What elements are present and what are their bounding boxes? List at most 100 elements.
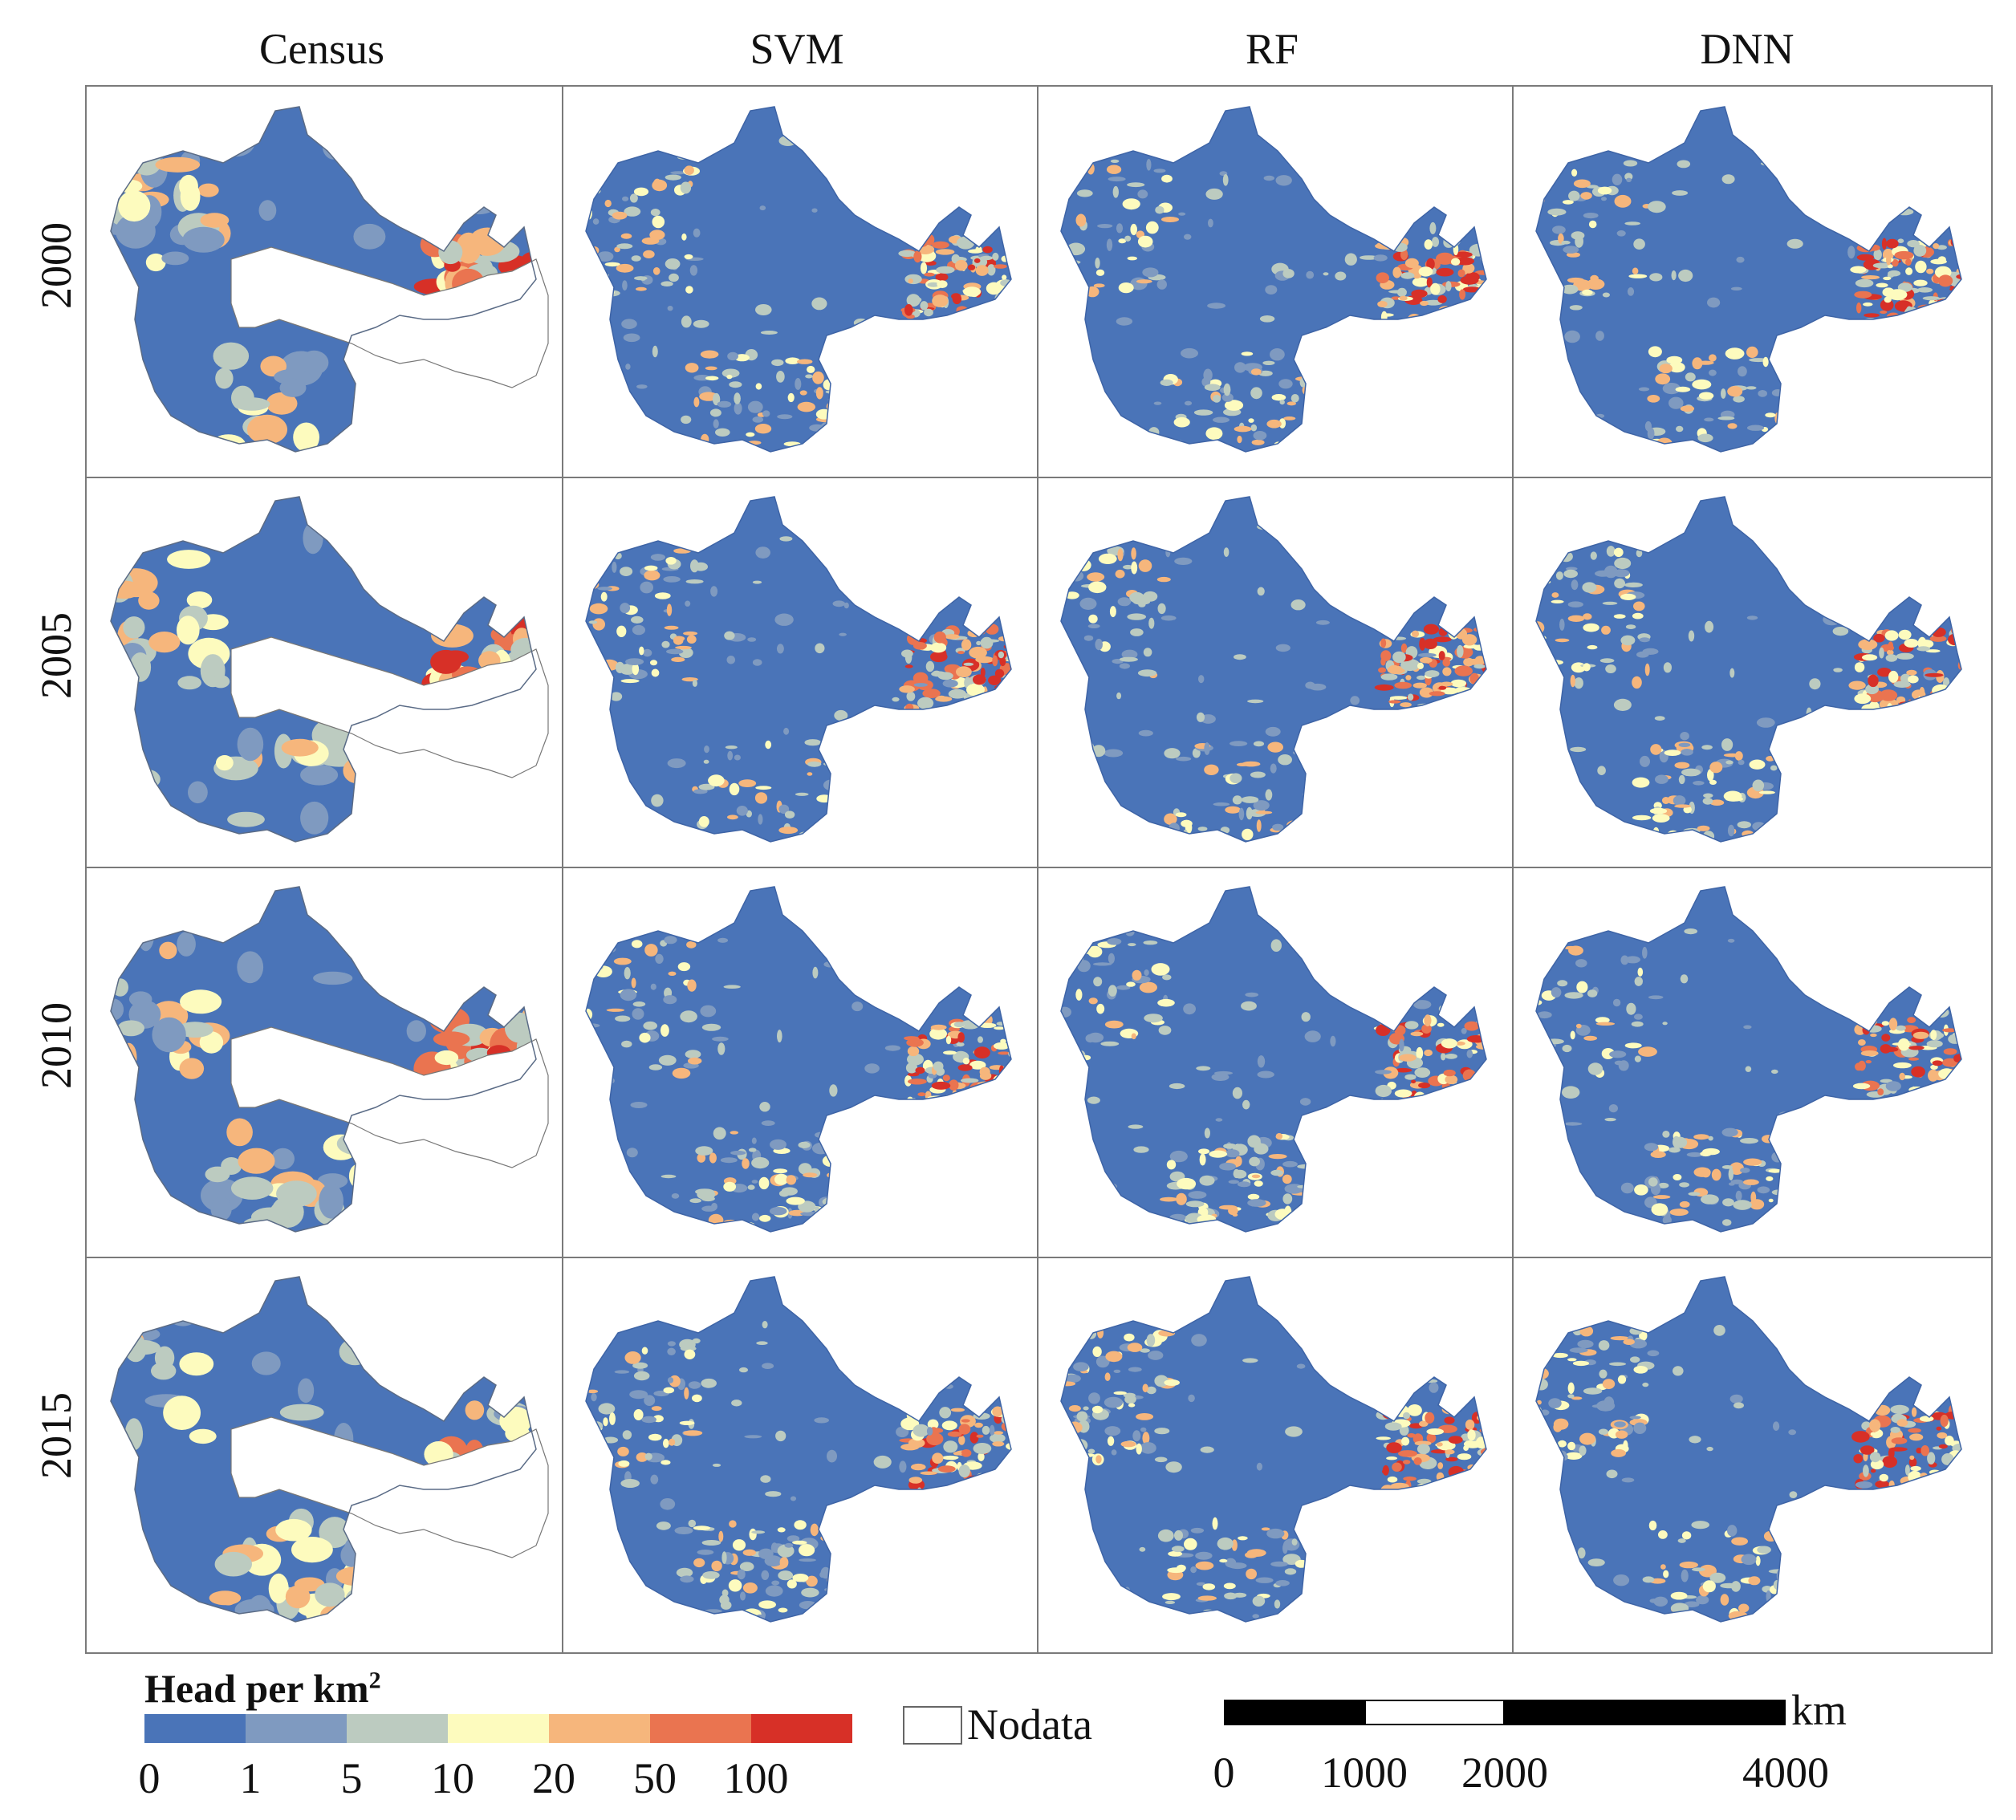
density-patch <box>1225 806 1241 814</box>
density-patch <box>937 1205 951 1212</box>
density-patch <box>948 919 954 928</box>
density-patch <box>597 251 614 262</box>
density-patch <box>1175 812 1187 818</box>
density-patch <box>1448 312 1461 323</box>
density-patch <box>864 1063 880 1074</box>
density-patch <box>739 1562 754 1571</box>
density-patch <box>919 1099 925 1103</box>
density-patch <box>950 1408 965 1412</box>
density-patch <box>693 319 709 328</box>
density-patch <box>1696 1595 1709 1605</box>
density-patch <box>1844 225 1855 230</box>
density-patch <box>385 1358 422 1373</box>
density-patch <box>426 951 470 987</box>
density-patch <box>1613 698 1632 711</box>
density-patch <box>179 174 198 198</box>
density-patch <box>1290 599 1306 611</box>
density-patch <box>899 1460 907 1473</box>
density-patch <box>929 1028 947 1040</box>
density-patch <box>1893 680 1911 688</box>
density-patch <box>933 1552 946 1564</box>
density-patch <box>904 274 922 285</box>
density-patch <box>1282 1542 1288 1554</box>
density-patch <box>1799 1157 1814 1161</box>
density-patch <box>1743 1025 1752 1030</box>
density-patch <box>1169 1150 1188 1163</box>
density-patch <box>1730 286 1742 290</box>
density-patch <box>1146 1334 1156 1347</box>
density-patch <box>1856 302 1862 314</box>
density-patch <box>1140 1442 1156 1454</box>
density-patch <box>811 208 818 213</box>
density-patch <box>1178 212 1186 216</box>
density-patch <box>349 818 386 836</box>
density-patch <box>1893 1062 1912 1069</box>
density-patch <box>1088 614 1098 624</box>
density-patch <box>786 1535 800 1542</box>
density-patch <box>977 1092 986 1099</box>
density-patch <box>1721 738 1734 751</box>
density-patch <box>1879 689 1898 701</box>
density-patch <box>1160 1196 1178 1202</box>
density-patch <box>1913 567 1920 573</box>
density-patch <box>1818 1382 1833 1393</box>
density-patch <box>1587 1558 1605 1566</box>
density-patch <box>1582 582 1597 593</box>
density-patch <box>1313 1570 1328 1575</box>
density-patch <box>905 1062 918 1074</box>
density-patch <box>1606 1469 1618 1479</box>
density-patch <box>1644 1143 1659 1152</box>
density-patch <box>1480 246 1486 258</box>
density-patch <box>1887 649 1894 656</box>
density-patch <box>1472 698 1486 710</box>
density-patch <box>1536 1057 1552 1062</box>
density-patch <box>717 937 729 943</box>
density-patch <box>684 165 694 175</box>
density-patch <box>1854 662 1865 672</box>
density-patch <box>810 1218 822 1225</box>
density-patch <box>1107 165 1122 174</box>
density-patch <box>1930 1064 1938 1070</box>
density-patch <box>1678 269 1693 282</box>
density-patch <box>1951 1089 1957 1093</box>
density-patch <box>1087 1448 1095 1454</box>
density-patch <box>658 1054 677 1066</box>
density-patch <box>1307 409 1316 418</box>
density-patch <box>353 223 386 250</box>
density-patch <box>626 1148 638 1158</box>
density-patch <box>1802 750 1819 761</box>
density-patch <box>1599 658 1615 664</box>
density-patch <box>1583 1387 1603 1395</box>
density-patch <box>1301 1012 1311 1022</box>
density-patch <box>1077 1453 1095 1457</box>
density-patch <box>1360 255 1379 260</box>
density-patch <box>1649 807 1668 815</box>
density-patch <box>1200 833 1218 839</box>
density-patch <box>604 199 612 208</box>
density-patch <box>1279 400 1285 405</box>
density-patch <box>1335 271 1347 281</box>
density-patch <box>1475 303 1486 311</box>
density-patch <box>637 1367 644 1372</box>
density-patch <box>1323 1590 1331 1598</box>
density-patch <box>1956 250 1961 261</box>
density-patch <box>210 1196 232 1221</box>
density-patch <box>693 562 708 571</box>
map-panel-rf-2000 <box>1037 87 1510 477</box>
density-patch <box>904 651 912 664</box>
density-patch <box>1904 1465 1910 1476</box>
density-patch <box>1439 315 1454 321</box>
density-patch <box>1794 1192 1811 1199</box>
density-patch <box>1132 599 1151 605</box>
density-patch <box>920 262 928 274</box>
density-patch <box>1803 781 1816 787</box>
density-patch <box>632 1001 646 1007</box>
density-patch <box>1791 796 1808 800</box>
region-outline <box>110 496 537 843</box>
density-patch <box>1564 330 1580 343</box>
density-patch <box>1380 638 1387 648</box>
density-patch <box>1855 1481 1873 1489</box>
density-patch <box>1270 939 1282 952</box>
density-patch <box>1430 282 1441 295</box>
density-patch <box>622 1430 632 1440</box>
